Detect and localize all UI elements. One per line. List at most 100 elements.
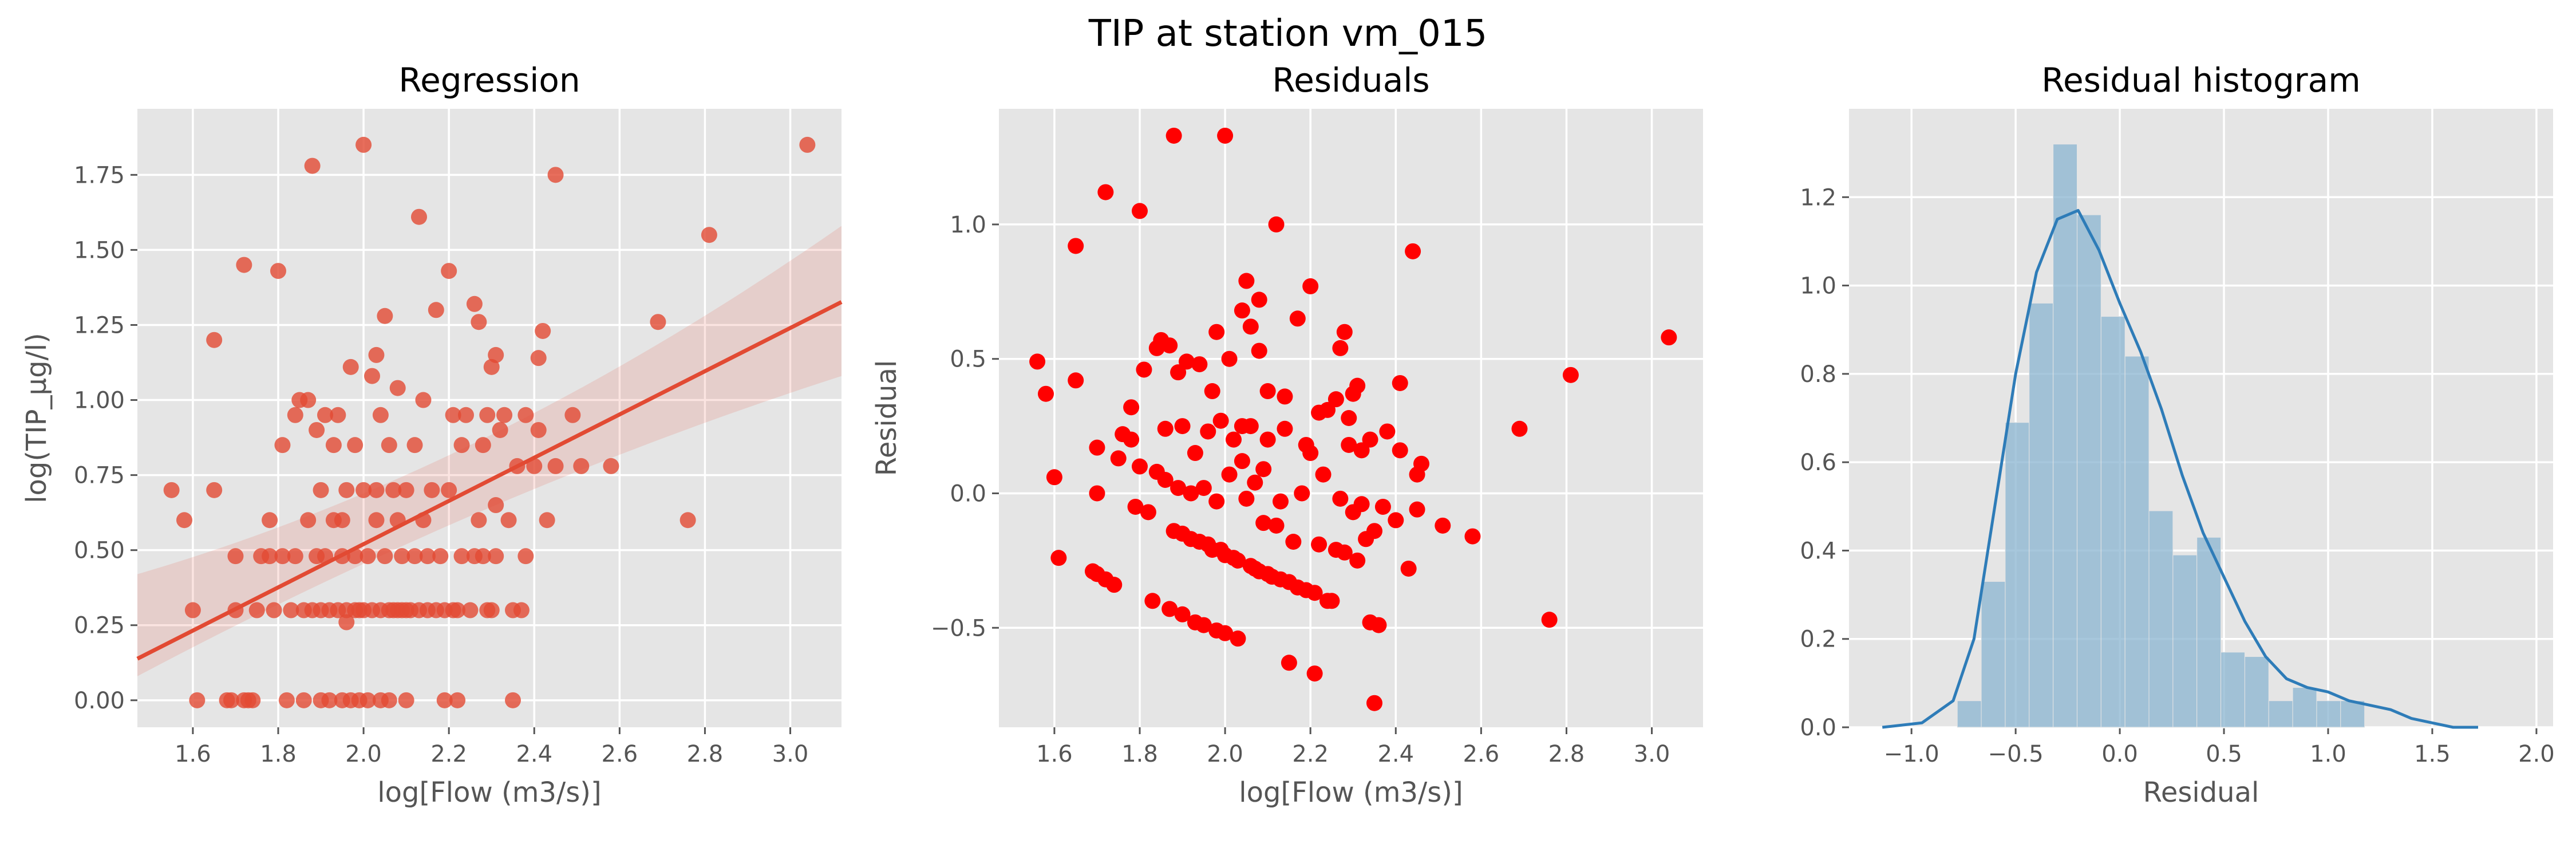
y-tick-label: 0.50 (74, 538, 125, 564)
data-point (227, 548, 244, 565)
residual-point (1281, 655, 1297, 671)
x-tick-label: 2.4 (516, 741, 552, 767)
residual-point (1212, 412, 1229, 429)
residual-point (1464, 528, 1481, 545)
residual-point (1050, 550, 1067, 566)
residual-point (1200, 423, 1216, 440)
residual-point (1068, 238, 1084, 254)
residual-point (1221, 466, 1238, 483)
residual-point (1379, 423, 1396, 440)
residual-point (1123, 431, 1140, 448)
data-point (368, 346, 385, 363)
x-tick-label: 0.5 (2206, 741, 2242, 767)
residual-point (1029, 353, 1046, 370)
residual-point (1255, 515, 1272, 531)
regression-line (136, 300, 843, 661)
x-tick-label: 2.2 (430, 741, 467, 767)
data-point (266, 602, 282, 618)
residual-point (1068, 372, 1084, 389)
x-tick-label: 1.8 (260, 741, 297, 767)
y-tick-label: 1.0 (950, 212, 986, 238)
residual-point (1306, 665, 1323, 682)
data-point (295, 692, 312, 708)
residual-point (1046, 469, 1062, 486)
x-tick-label: −1.0 (1884, 741, 1939, 767)
data-point (462, 602, 479, 618)
histogram-bar (2076, 214, 2101, 728)
histogram-bar (1981, 581, 2006, 728)
data-point (650, 314, 666, 330)
residual-point (1268, 517, 1285, 534)
residual-point (1349, 377, 1366, 394)
data-point (347, 437, 364, 454)
residual-point (1277, 420, 1293, 437)
residual-point (1511, 420, 1528, 437)
axes-title: Regression (398, 61, 580, 100)
data-point (406, 437, 423, 454)
histogram-bar (2244, 656, 2269, 728)
data-point (274, 548, 291, 565)
residual-point (1208, 493, 1225, 510)
residual-point (1234, 453, 1250, 470)
data-point (381, 437, 397, 454)
data-point (377, 308, 393, 324)
residual-point (1183, 485, 1199, 502)
residual-point (1132, 203, 1148, 219)
x-tick-label: 3.0 (1634, 741, 1670, 767)
x-tick-label: 2.8 (1548, 741, 1585, 767)
y-tick-label: 0.75 (74, 463, 125, 489)
residual-point (1259, 383, 1276, 400)
y-tick-label: 0.8 (1800, 361, 1836, 388)
x-tick-label: 0.0 (2101, 741, 2138, 767)
residual-point (1374, 498, 1391, 515)
residual-point (1251, 342, 1267, 359)
histogram-bar (2172, 554, 2198, 728)
x-tick-label: 2.6 (1463, 741, 1500, 767)
data-point (500, 512, 517, 529)
residual-point (1323, 593, 1340, 609)
residual-point (1157, 472, 1174, 488)
histogram-bar (2100, 316, 2125, 728)
residual-point (1195, 617, 1212, 633)
x-tick-label: 1.6 (1036, 741, 1073, 767)
data-point (441, 263, 457, 279)
residual-point (1140, 504, 1156, 521)
y-tick-label: 0.25 (74, 613, 125, 639)
residual-point (1541, 612, 1558, 628)
data-point (398, 692, 414, 708)
residual-point (1106, 577, 1123, 593)
histogram-bar (2316, 700, 2341, 728)
regression-axes: 1.6 1.8 2.0 2.2 2.4 2.6 2.8 3.0 0.00 0.25 0.50 0.75… (21, 61, 843, 809)
residual-point (1165, 127, 1182, 144)
data-point (355, 482, 372, 498)
data-point (479, 407, 496, 423)
data-point (475, 548, 491, 565)
residual-point (1161, 337, 1178, 354)
data-point (488, 548, 504, 565)
residual-point (1370, 617, 1387, 633)
data-point (539, 512, 555, 529)
histogram-bar (2196, 537, 2222, 728)
residual-point (1435, 517, 1451, 534)
residual-point (1255, 461, 1272, 478)
residual-point (1327, 391, 1344, 408)
data-point (458, 407, 474, 423)
data-point (262, 512, 278, 529)
data-point (428, 302, 444, 318)
data-point (176, 512, 192, 529)
residual-point (1392, 442, 1408, 459)
residual-point (1187, 445, 1203, 462)
x-tick-label: 3.0 (772, 741, 809, 767)
data-point (338, 614, 355, 631)
residual-point (1217, 127, 1234, 144)
data-point (453, 437, 470, 454)
x-tick-label: 2.0 (345, 741, 382, 767)
y-tick-label: 0.5 (950, 346, 986, 373)
data-point (394, 548, 410, 565)
data-point (184, 602, 201, 618)
residual-point (1268, 216, 1285, 233)
residual-point (1221, 350, 1238, 367)
residual-point (1179, 353, 1195, 370)
data-point (517, 548, 534, 565)
